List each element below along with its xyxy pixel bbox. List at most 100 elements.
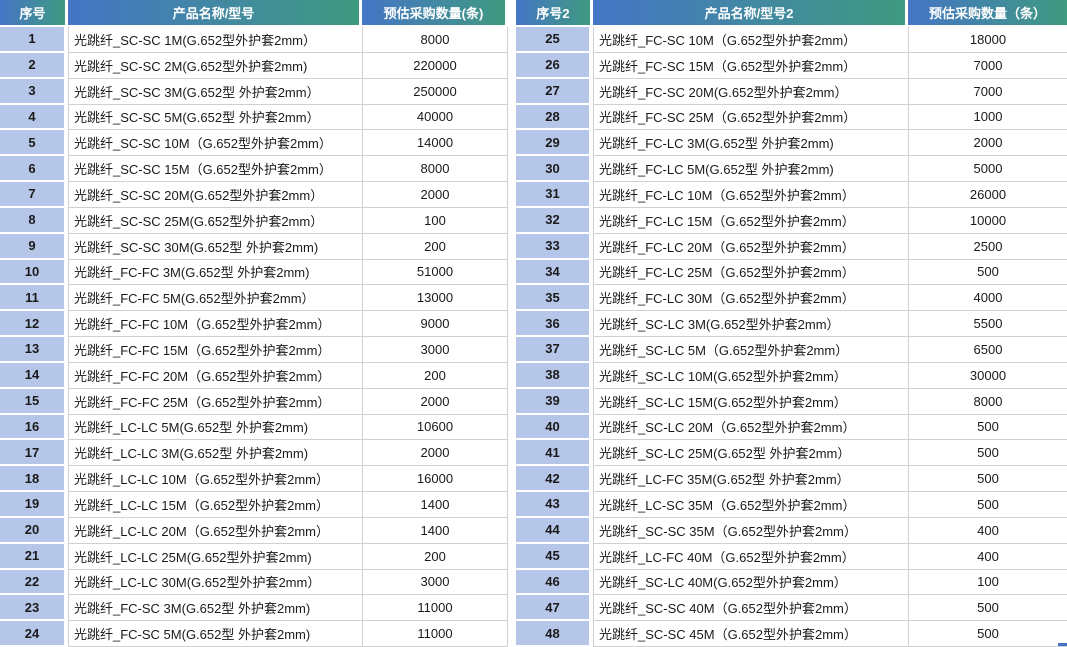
row-number-cell[interactable]: 25	[516, 27, 593, 53]
header-cell-qty2[interactable]: 预估采购数量（条）	[908, 0, 1067, 27]
quantity-cell[interactable]: 7000	[908, 52, 1067, 79]
product-name-cell[interactable]: 光跳纤_SC-SC 1M(G.652型外护套2mm）	[68, 27, 362, 53]
row-number-cell[interactable]: 2	[0, 52, 68, 79]
quantity-cell[interactable]: 1400	[362, 517, 508, 544]
quantity-cell[interactable]: 51000	[362, 259, 508, 286]
quantity-cell[interactable]: 3000	[362, 569, 508, 596]
row-number-cell[interactable]: 17	[0, 440, 68, 467]
row-number-cell[interactable]: 45	[516, 543, 593, 570]
row-number-cell[interactable]: 22	[0, 569, 68, 596]
product-name-cell[interactable]: 光跳纤_FC-FC 5M(G.652型外护套2mm）	[68, 285, 362, 312]
row-number-cell[interactable]: 33	[516, 233, 593, 260]
header-cell-product2[interactable]: 产品名称/型号2	[593, 0, 908, 27]
quantity-cell[interactable]: 18000	[908, 27, 1067, 53]
quantity-cell[interactable]: 400	[908, 517, 1067, 544]
quantity-cell[interactable]: 1400	[362, 492, 508, 518]
row-number-cell[interactable]: 10	[0, 259, 68, 286]
quantity-cell[interactable]: 7000	[908, 78, 1067, 105]
row-number-cell[interactable]: 14	[0, 362, 68, 389]
product-name-cell[interactable]: 光跳纤_SC-LC 3M(G.652型外护套2mm）	[593, 311, 908, 337]
product-name-cell[interactable]: 光跳纤_FC-LC 30M（G.652型外护套2mm）	[593, 285, 908, 312]
quantity-cell[interactable]: 500	[908, 466, 1067, 492]
quantity-cell[interactable]: 1000	[908, 104, 1067, 131]
row-number-cell[interactable]: 35	[516, 285, 593, 312]
row-number-cell[interactable]: 28	[516, 104, 593, 131]
product-name-cell[interactable]: 光跳纤_FC-FC 25M（G.652型外护套2mm）	[68, 388, 362, 415]
quantity-cell[interactable]: 8000	[362, 27, 508, 53]
product-name-cell[interactable]: 光跳纤_FC-SC 15M（G.652型外护套2mm）	[593, 52, 908, 79]
quantity-cell[interactable]: 10600	[362, 414, 508, 441]
row-number-cell[interactable]: 9	[0, 233, 68, 260]
product-name-cell[interactable]: 光跳纤_FC-FC 15M（G.652型外护套2mm）	[68, 337, 362, 363]
header-cell-product[interactable]: 产品名称/型号	[68, 0, 362, 27]
row-number-cell[interactable]: 20	[0, 517, 68, 544]
quantity-cell[interactable]: 500	[908, 440, 1067, 467]
row-number-cell[interactable]: 4	[0, 104, 68, 131]
row-number-cell[interactable]: 23	[0, 595, 68, 622]
product-name-cell[interactable]: 光跳纤_LC-LC 10M（G.652型外护套2mm）	[68, 466, 362, 492]
product-name-cell[interactable]: 光跳纤_LC-FC 40M（G.652型外护套2mm）	[593, 543, 908, 570]
quantity-cell[interactable]: 400	[908, 543, 1067, 570]
row-number-cell[interactable]: 19	[0, 492, 68, 518]
quantity-cell[interactable]: 11000	[362, 595, 508, 622]
row-number-cell[interactable]: 8	[0, 207, 68, 234]
product-name-cell[interactable]: 光跳纤_SC-SC 40M（G.652型外护套2mm）	[593, 595, 908, 622]
row-number-cell[interactable]: 7	[0, 182, 68, 208]
row-number-cell[interactable]: 29	[516, 130, 593, 157]
row-number-cell[interactable]: 34	[516, 259, 593, 286]
quantity-cell[interactable]: 100	[908, 569, 1067, 596]
quantity-cell[interactable]: 9000	[362, 311, 508, 337]
product-name-cell[interactable]: 光跳纤_FC-FC 10M（G.652型外护套2mm）	[68, 311, 362, 337]
quantity-cell[interactable]: 500	[908, 595, 1067, 622]
row-number-cell[interactable]: 6	[0, 156, 68, 182]
row-number-cell[interactable]: 43	[516, 492, 593, 518]
quantity-cell[interactable]: 6500	[908, 337, 1067, 363]
product-name-cell[interactable]: 光跳纤_FC-LC 20M（G.652型外护套2mm）	[593, 233, 908, 260]
selection-handle[interactable]	[1058, 643, 1067, 646]
product-name-cell[interactable]: 光跳纤_SC-SC 15M（G.652型外护套2mm）	[68, 156, 362, 182]
header-cell-qty[interactable]: 预估采购数量(条)	[362, 0, 508, 27]
product-name-cell[interactable]: 光跳纤_SC-SC 35M（G.652型外护套2mm）	[593, 517, 908, 544]
product-name-cell[interactable]: 光跳纤_SC-SC 2M(G.652型外护套2mm)	[68, 52, 362, 79]
row-number-cell[interactable]: 48	[516, 621, 593, 647]
quantity-cell[interactable]: 200	[362, 233, 508, 260]
row-number-cell[interactable]: 41	[516, 440, 593, 467]
product-name-cell[interactable]: 光跳纤_LC-FC 35M(G.652型 外护套2mm）	[593, 466, 908, 492]
row-number-cell[interactable]: 32	[516, 207, 593, 234]
row-number-cell[interactable]: 24	[0, 621, 68, 647]
product-name-cell[interactable]: 光跳纤_LC-SC 35M（G.652型外护套2mm）	[593, 492, 908, 518]
row-number-cell[interactable]: 31	[516, 182, 593, 208]
product-name-cell[interactable]: 光跳纤_FC-LC 15M（G.652型外护套2mm）	[593, 207, 908, 234]
product-name-cell[interactable]: 光跳纤_LC-LC 30M(G.652型外护套2mm）	[68, 569, 362, 596]
quantity-cell[interactable]: 30000	[908, 362, 1067, 389]
quantity-cell[interactable]: 220000	[362, 52, 508, 79]
quantity-cell[interactable]: 8000	[362, 156, 508, 182]
product-name-cell[interactable]: 光跳纤_FC-SC 5M(G.652型 外护套2mm)	[68, 621, 362, 647]
quantity-cell[interactable]: 4000	[908, 285, 1067, 312]
product-name-cell[interactable]: 光跳纤_LC-LC 3M(G.652型 外护套2mm)	[68, 440, 362, 467]
row-number-cell[interactable]: 30	[516, 156, 593, 182]
quantity-cell[interactable]: 2000	[908, 130, 1067, 157]
row-number-cell[interactable]: 40	[516, 414, 593, 441]
product-name-cell[interactable]: 光跳纤_FC-SC 20M(G.652型外护套2mm）	[593, 78, 908, 105]
header-cell-seq[interactable]: 序号	[0, 0, 68, 27]
quantity-cell[interactable]: 500	[908, 259, 1067, 286]
row-number-cell[interactable]: 18	[0, 466, 68, 492]
row-number-cell[interactable]: 39	[516, 388, 593, 415]
product-name-cell[interactable]: 光跳纤_SC-SC 45M（G.652型外护套2mm）	[593, 621, 908, 647]
quantity-cell[interactable]: 2000	[362, 440, 508, 467]
row-number-cell[interactable]: 46	[516, 569, 593, 596]
quantity-cell[interactable]: 2000	[362, 182, 508, 208]
row-number-cell[interactable]: 11	[0, 285, 68, 312]
quantity-cell[interactable]: 14000	[362, 130, 508, 157]
row-number-cell[interactable]: 1	[0, 27, 68, 53]
product-name-cell[interactable]: 光跳纤_FC-LC 3M(G.652型 外护套2mm)	[593, 130, 908, 157]
product-name-cell[interactable]: 光跳纤_FC-SC 10M（G.652型外护套2mm）	[593, 27, 908, 53]
quantity-cell[interactable]: 8000	[908, 388, 1067, 415]
product-name-cell[interactable]: 光跳纤_FC-LC 10M（G.652型外护套2mm）	[593, 182, 908, 208]
product-name-cell[interactable]: 光跳纤_SC-SC 5M(G.652型 外护套2mm）	[68, 104, 362, 131]
row-number-cell[interactable]: 36	[516, 311, 593, 337]
quantity-cell[interactable]: 5000	[908, 156, 1067, 182]
quantity-cell[interactable]: 26000	[908, 182, 1067, 208]
row-number-cell[interactable]: 12	[0, 311, 68, 337]
